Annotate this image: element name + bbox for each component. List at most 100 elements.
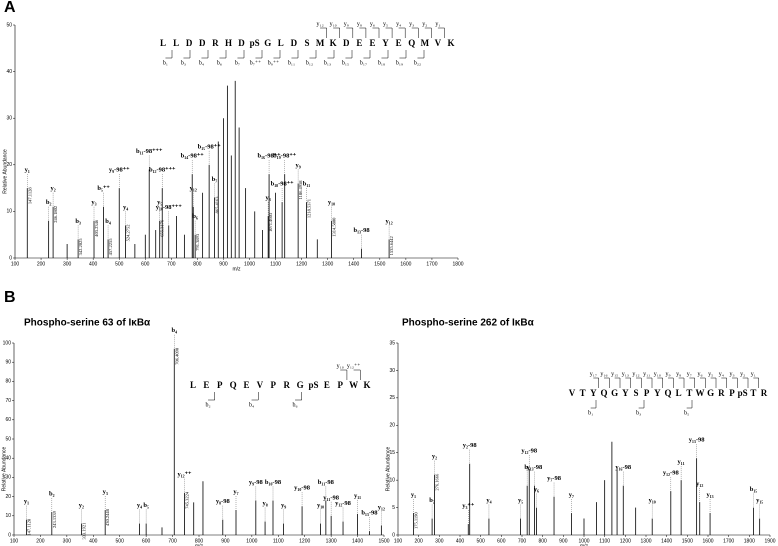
residue: E	[324, 380, 330, 390]
fragment-label: b₁	[588, 410, 593, 416]
peak-label: y₁₀	[317, 502, 324, 509]
x-tick-label: 500	[476, 538, 485, 544]
peak-label: b₁₁-98	[318, 479, 335, 486]
peak-label: y₁₀	[649, 497, 656, 504]
x-tick-label: 1200	[299, 538, 310, 544]
peak-label: b₁₃-98	[353, 227, 370, 234]
fragment-label: y₃	[729, 371, 734, 377]
peak-label: y₉	[281, 502, 286, 509]
residue: Q	[664, 388, 671, 398]
peak-label: b₅⁺⁺	[97, 185, 110, 192]
residue: V	[257, 380, 264, 390]
x-tick-label: 1700	[723, 538, 734, 544]
x-tick-label: 300	[435, 538, 444, 544]
x-tick-label: 1200	[620, 538, 631, 544]
fragment-bracket	[219, 50, 227, 59]
x-tick-label: 1200	[296, 261, 307, 267]
residue: Q	[408, 38, 415, 48]
fragment-label: y₁	[435, 21, 440, 27]
peak-label: b₁₀-98	[265, 479, 282, 486]
peak-label: y₉-98⁺⁺	[109, 167, 130, 174]
mass-label: 147.1128	[26, 518, 31, 535]
x-tick-label: 700	[518, 538, 527, 544]
x-tick-label: 100	[11, 261, 20, 267]
mass-label: 246.1802	[53, 206, 58, 223]
residue: pS	[738, 388, 748, 398]
x-tick-label: 500	[115, 261, 124, 267]
y-tick-label: 25	[389, 395, 395, 401]
x-axis-title: m/z	[580, 543, 589, 546]
fragment-label: b₄	[199, 60, 204, 66]
x-tick-label: 1600	[400, 261, 411, 267]
peak-label: y₆	[534, 486, 539, 493]
x-tick-label: 1100	[599, 538, 610, 544]
x-axis-title: m/z	[195, 543, 204, 546]
fragment-label: b₆	[293, 402, 298, 408]
residue: P	[644, 388, 650, 398]
residue: P	[729, 388, 735, 398]
y-tick-label: 40	[6, 69, 12, 75]
x-tick-label: 600	[497, 538, 506, 544]
fragment-bracket	[668, 377, 674, 388]
fragment-bracket	[638, 400, 645, 409]
residue: L	[190, 380, 196, 390]
x-tick-label: 1300	[322, 261, 333, 267]
peak-label: y₄	[486, 497, 491, 504]
fragment-bracket	[255, 50, 263, 59]
peak-label: b₄	[171, 327, 177, 334]
peak-label: y₈-98	[216, 498, 231, 505]
fragment-label: b₆	[217, 60, 222, 66]
peak-label: b₃	[75, 218, 81, 225]
peak-label: b₁₅-98⁺⁺	[198, 143, 222, 150]
x-tick-label: 200	[37, 261, 46, 267]
fragment-label: y₁₂	[316, 21, 323, 27]
residue: G	[611, 388, 618, 398]
peak-label: b₄	[105, 218, 111, 225]
x-tick-label: 600	[141, 261, 150, 267]
fragment-label: b₁₂	[306, 60, 313, 66]
residue: H	[225, 38, 232, 48]
x-tick-label: 1300	[640, 538, 651, 544]
y-tick-label: 0	[9, 255, 12, 261]
residue: R	[718, 388, 725, 398]
fragment-bracket	[291, 50, 299, 59]
peak-label: y₃⁺⁺	[462, 503, 475, 510]
fragment-bracket	[721, 377, 727, 388]
panel-label: A	[4, 0, 16, 16]
x-tick-label: 1000	[578, 538, 589, 544]
fragment-label: y₉	[665, 371, 670, 377]
fragment-bracket	[742, 377, 749, 388]
mass-label: 865.4163	[214, 196, 219, 214]
peak-label: y₁₂-98	[521, 448, 538, 455]
peak-label: y₁₀	[328, 199, 335, 206]
fragment-label: b₂₂	[414, 60, 421, 66]
peak-label: y₁₁	[678, 459, 685, 466]
peak-label: y₇-98	[547, 475, 562, 482]
residue: D	[238, 38, 245, 48]
fragment-bracket	[700, 377, 706, 388]
mass-label: 333.1921	[81, 523, 86, 540]
peak-label: y₁₅	[756, 497, 763, 504]
residue: P	[337, 380, 343, 390]
residue: E	[369, 38, 375, 48]
residue: T	[750, 388, 756, 398]
x-tick-label: 700	[167, 261, 176, 267]
x-tick-label: 300	[63, 538, 72, 544]
residue: E	[244, 380, 250, 390]
y-tick-label: 10	[6, 209, 12, 215]
x-tick-label: 600	[142, 538, 151, 544]
fragment-label: y₉	[344, 21, 349, 27]
peak-label: b₁₈-98⁺⁺	[271, 181, 295, 188]
mass-label: 1186.4958	[298, 180, 303, 200]
peak-label: y₈	[266, 195, 271, 202]
mass-label: 175.1190	[414, 512, 419, 529]
peak-label: b₁₁	[303, 181, 311, 188]
fragment-label: y₁₅	[611, 371, 618, 377]
fragment-bracket	[327, 50, 335, 59]
peak-label: y₅	[518, 497, 523, 504]
fragment-label: y₁	[751, 371, 756, 377]
x-tick-label: 1400	[348, 261, 359, 267]
x-tick-label: 900	[559, 538, 568, 544]
peak-label: y₂	[79, 502, 84, 509]
